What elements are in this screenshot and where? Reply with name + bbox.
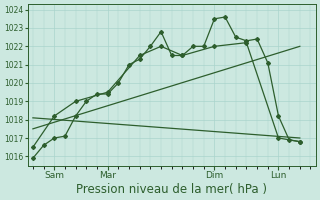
X-axis label: Pression niveau de la mer( hPa ): Pression niveau de la mer( hPa ) [76, 183, 267, 196]
